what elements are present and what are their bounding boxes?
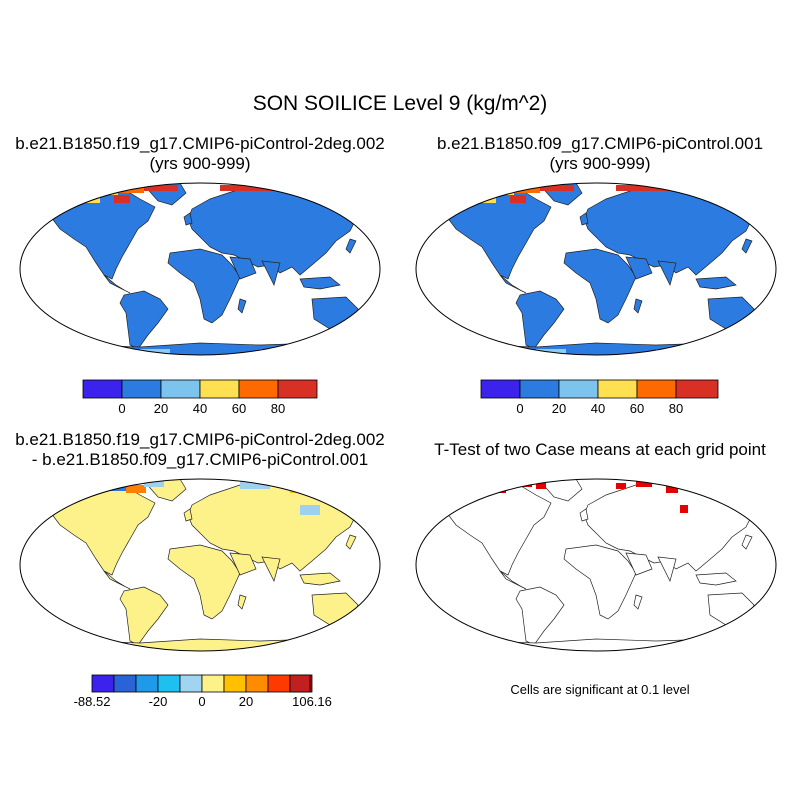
colorbar-difference-box (135, 674, 159, 693)
colorbar-case2-label: 40 (590, 401, 606, 416)
colorbar-case1-box (238, 379, 279, 399)
colorbar-difference-label: -20 (148, 694, 168, 709)
panel-4-title: T-Test of two Case means at each grid po… (400, 440, 800, 460)
colorbar-difference-box (201, 674, 225, 693)
colorbar-case1 (82, 379, 318, 399)
colorbar-case1-box (199, 379, 240, 399)
panel-1-title-line1: b.e21.B1850.f19_g17.CMIP6-piControl-2deg… (15, 134, 385, 153)
colorbar-case1-box (82, 379, 123, 399)
colorbar-case2-label: 80 (668, 401, 684, 416)
colorbar-difference-box (179, 674, 203, 693)
colorbar-case1-label: 80 (270, 401, 286, 416)
colorbar-difference-box (91, 674, 115, 693)
panel-2-title-line1: b.e21.B1850.f09_g17.CMIP6-piControl.001 (436, 134, 764, 153)
map-2-border (415, 182, 777, 356)
map-panel-4 (416, 479, 776, 651)
colorbar-case2-label: 20 (551, 401, 567, 416)
colorbar-case1-box (121, 379, 162, 399)
panel-3-title-line2: - b.e21.B1850.f09_g17.CMIP6-piControl.00… (31, 450, 369, 469)
panel-1-title: b.e21.B1850.f19_g17.CMIP6-piControl-2deg… (0, 134, 400, 174)
map-panel-2 (416, 183, 776, 355)
colorbar-case1-label: 0 (118, 401, 126, 416)
colorbar-difference-label: 106.16 (292, 694, 332, 709)
colorbar-case1-label: 20 (153, 401, 169, 416)
colorbar-difference-label: 20 (238, 694, 254, 709)
panel-2-title: b.e21.B1850.f09_g17.CMIP6-piControl.001 … (400, 134, 800, 174)
colorbar-difference-label: -88.52 (73, 694, 111, 709)
colorbar-difference-box (223, 674, 247, 693)
colorbar-difference-label: 0 (198, 694, 206, 709)
colorbar-case2-box (519, 379, 560, 399)
colorbar-difference-box (245, 674, 269, 693)
colorbar-case2-box (597, 379, 638, 399)
map-4-border (415, 478, 777, 652)
panel-3-title: b.e21.B1850.f19_g17.CMIP6-piControl-2deg… (0, 430, 400, 470)
map-panel-3 (20, 479, 380, 651)
colorbar-case2-box (636, 379, 677, 399)
colorbar-case2-box (675, 379, 719, 399)
map-3-border (19, 478, 381, 652)
panel-1-title-line2: (yrs 900-999) (149, 154, 251, 173)
colorbar-case2 (480, 379, 719, 399)
colorbar-case2-label: 60 (629, 401, 645, 416)
panel-3-title-line1: b.e21.B1850.f19_g17.CMIP6-piControl-2deg… (15, 430, 385, 449)
colorbar-difference-box (113, 674, 137, 693)
map-panel-1 (20, 183, 380, 355)
colorbar-case1-box (160, 379, 201, 399)
colorbar-case2-label: 0 (516, 401, 524, 416)
colorbar-difference (91, 674, 313, 693)
panel-4-title-line1: T-Test of two Case means at each grid po… (434, 440, 766, 459)
colorbar-case2-box (558, 379, 599, 399)
colorbar-case2-box (480, 379, 521, 399)
ttest-note: Cells are significant at 0.1 level (510, 682, 690, 697)
figure-title: SON SOILICE Level 9 (kg/m^2) (252, 92, 548, 115)
colorbar-case1-label: 60 (231, 401, 247, 416)
colorbar-difference-box (157, 674, 181, 693)
colorbar-case1-box (277, 379, 318, 399)
colorbar-difference-box (289, 674, 311, 693)
map-1-border (19, 182, 381, 356)
colorbar-case1-label: 40 (192, 401, 208, 416)
panel-2-title-line2: (yrs 900-999) (549, 154, 651, 173)
colorbar-difference-box (267, 674, 291, 693)
